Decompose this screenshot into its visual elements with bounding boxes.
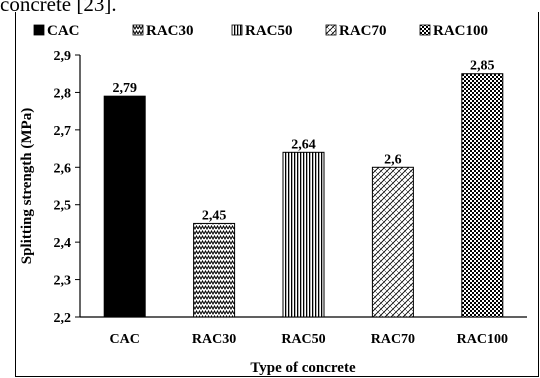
y-tick-label: 2,3 xyxy=(54,274,72,289)
legend-label-rac100: RAC100 xyxy=(433,23,488,39)
x-tick-label: RAC100 xyxy=(457,332,508,347)
x-tick-label: CAC xyxy=(110,332,140,347)
legend-swatch-rac70 xyxy=(325,24,337,36)
data-label: 2,64 xyxy=(291,137,316,152)
x-tick-label: RAC50 xyxy=(281,332,325,347)
data-label: 2,45 xyxy=(202,208,227,223)
y-tick-label: 2,6 xyxy=(54,161,72,176)
legend-label-rac30: RAC30 xyxy=(146,23,194,39)
y-tick-label: 2,9 xyxy=(54,49,72,64)
x-tick-label: RAC70 xyxy=(371,332,415,347)
y-axis-label: Splitting strength (MPa) xyxy=(19,108,35,264)
header-text: concrete [23]. xyxy=(0,0,117,16)
bar-rac100 xyxy=(461,73,504,318)
bar-rac50 xyxy=(282,151,325,318)
data-label: 2,6 xyxy=(384,152,402,167)
legend-label-rac70: RAC70 xyxy=(339,23,387,39)
x-axis-label: Type of concrete xyxy=(250,360,356,376)
chart-frame xyxy=(15,12,539,377)
legend-swatch-rac30 xyxy=(132,24,144,36)
legend-swatch-cac xyxy=(33,24,45,36)
y-tick-label: 2,5 xyxy=(54,199,72,214)
y-tick-label: 2,4 xyxy=(54,236,72,251)
legend-label-rac50: RAC50 xyxy=(245,23,293,39)
x-tick-label: RAC30 xyxy=(192,332,236,347)
legend-swatch-rac50 xyxy=(231,24,243,36)
legend-label-cac: CAC xyxy=(47,23,80,39)
bar-rac70 xyxy=(371,166,414,318)
y-tick-label: 2,7 xyxy=(54,124,72,139)
y-tick-label: 2,2 xyxy=(54,311,72,326)
bar-cac xyxy=(103,95,146,318)
y-tick-label: 2,8 xyxy=(54,86,72,101)
data-label: 2,85 xyxy=(470,59,495,74)
legend-swatch-rac100 xyxy=(419,24,431,36)
bar-rac30 xyxy=(193,222,236,318)
data-label: 2,79 xyxy=(112,81,137,96)
